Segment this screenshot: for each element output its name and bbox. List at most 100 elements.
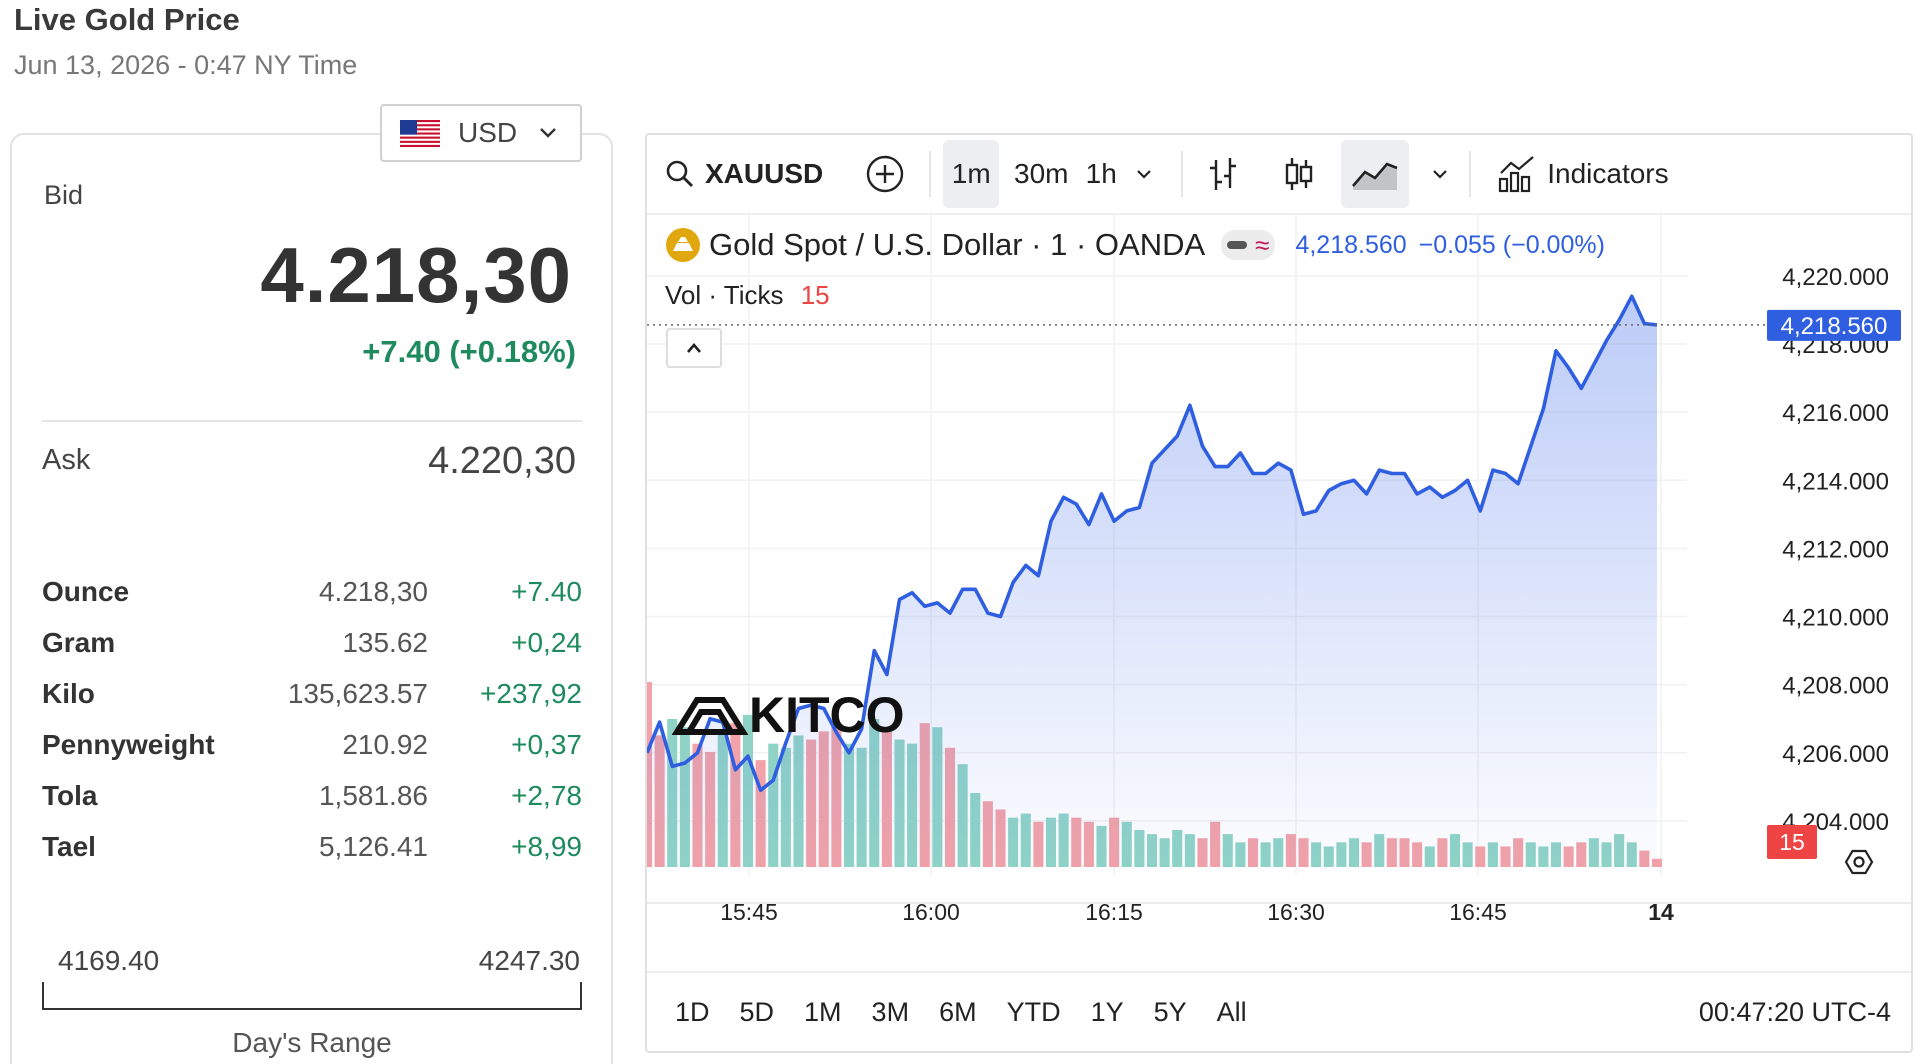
unit-name: Kilo: [42, 677, 95, 709]
unit-price: 5,126.41: [318, 830, 428, 862]
volume-tag: [1767, 825, 1817, 859]
unit-change: +237,92: [479, 677, 582, 709]
unit-name: Ounce: [42, 575, 130, 607]
settings-icon: [1844, 849, 1874, 875]
unit-change: +7.40: [511, 575, 582, 607]
price-chart[interactable]: KITCO4,204.0004,206.0004,208.0004,210.00…: [647, 215, 1913, 975]
range-1y-button[interactable]: 1Y: [1090, 996, 1124, 1027]
unit-price-table: Ounce 4.218,30 +7.40 Gram 135.62 +0,24 K…: [42, 566, 582, 872]
kitco-logo: KITCO: [671, 687, 905, 743]
divider: [42, 420, 582, 422]
y-tick-label: 4,208.000: [1782, 673, 1889, 700]
candles-icon: [1286, 158, 1313, 190]
page-title: Live Gold Price: [14, 2, 240, 37]
chart-legend: Gold Spot / U.S. Dollar · 1 · OANDA ≈ 4,…: [665, 227, 1605, 263]
x-tick-label: 16:00: [902, 899, 960, 925]
price-line: [647, 294, 1658, 793]
unit-change: +8,99: [511, 830, 582, 862]
x-tick-label: 14: [1648, 899, 1674, 925]
unit-price: 4.218,30: [318, 575, 428, 607]
unit-name: Tael: [42, 830, 96, 862]
volume-value: 15: [800, 280, 830, 310]
unit-price: 1,581.86: [318, 779, 428, 811]
range-ytd-button[interactable]: YTD: [1006, 996, 1061, 1027]
bid-price: 4.218,30: [260, 231, 572, 319]
interval-dropdown[interactable]: [1129, 140, 1159, 208]
bid-label: Bid: [44, 180, 84, 210]
search-icon: [666, 160, 693, 187]
day-range-high: 4247.30: [478, 945, 580, 976]
plus-circle-icon: [867, 155, 904, 193]
bid-change: +7.40 (+0.18%): [362, 334, 576, 369]
x-tick-label: 16:15: [1085, 899, 1143, 925]
currency-dropdown[interactable]: USD: [380, 104, 582, 162]
y-tick-label: 4,212.000: [1782, 536, 1889, 563]
unit-price: 210.92: [342, 728, 428, 760]
ask-price: 4.220,30: [428, 440, 576, 482]
range-1d-button[interactable]: 1D: [675, 996, 710, 1027]
range-bar: 1D 5D 1M 3M 6M YTD 1Y 5Y All 00:47:20 UT…: [647, 971, 1911, 1051]
range-6m-button[interactable]: 6M: [939, 996, 977, 1027]
table-row: Gram 135.62 +0,24: [42, 617, 582, 668]
chart-toolbar: XAUUSD 1m 30m 1h Indicators: [647, 135, 1911, 215]
compare-add-button[interactable]: [863, 140, 907, 208]
volume-tag-label: 15: [1779, 829, 1805, 855]
volume-legend: Vol · Ticks 15: [665, 280, 830, 311]
chevron-down-icon: [1433, 170, 1448, 179]
y-tick-label: 4,220.000: [1782, 264, 1889, 291]
chevron-down-icon: [540, 128, 556, 138]
x-tick-label: 16:45: [1449, 899, 1507, 925]
gold-coin-icon: [666, 228, 700, 262]
interval-30m-button[interactable]: 30m: [1014, 158, 1069, 189]
currency-code: USD: [458, 117, 518, 148]
range-3m-button[interactable]: 3M: [871, 996, 910, 1027]
ask-label: Ask: [42, 444, 91, 476]
toolbar-separator: [1181, 151, 1184, 197]
unit-change: +0,24: [511, 626, 582, 658]
area-chart-icon: [1352, 162, 1398, 190]
candle-chart-style-button[interactable]: [1271, 140, 1327, 208]
chart-type-badge: ≈: [1221, 230, 1276, 260]
interval-1m-button[interactable]: 1m: [943, 140, 1000, 208]
y-tick-label: 4,216.000: [1782, 400, 1889, 427]
collapse-legend-button[interactable]: [666, 328, 722, 368]
instrument-label: Gold Spot / U.S. Dollar · 1 · OANDA: [709, 227, 1206, 262]
bars-icon: [1210, 158, 1237, 190]
bar-chart-style-button[interactable]: [1195, 140, 1251, 208]
chart-clock: 00:47:20 UTC-4: [1698, 997, 1891, 1027]
x-tick-label: 16:30: [1267, 899, 1325, 925]
unit-name: Tola: [42, 779, 98, 811]
x-tick-label: 15:45: [720, 899, 778, 925]
last-price-tag-label: 4,218.560: [1781, 313, 1888, 340]
y-tick-label: 4,206.000: [1782, 741, 1889, 768]
table-row: Kilo 135,623.57 +237,92: [42, 668, 582, 719]
range-all-button[interactable]: All: [1216, 996, 1247, 1027]
toolbar-separator: [1469, 151, 1472, 197]
price-area: [647, 296, 1657, 867]
table-row: Tola 1,581.86 +2,78: [42, 770, 582, 821]
day-range-low: 4169.40: [58, 945, 160, 976]
area-chart-style-button[interactable]: [1341, 140, 1410, 208]
table-row: Ounce 4.218,30 +7.40: [42, 566, 582, 617]
symbol-search[interactable]: XAUUSD: [665, 158, 823, 190]
chevron-up-icon: [687, 343, 701, 353]
unit-price: 135.62: [342, 626, 428, 658]
unit-name: Gram: [42, 626, 116, 658]
chart-widget: XAUUSD 1m 30m 1h Indicators KITCO 4,20: [645, 133, 1913, 1053]
indicators-label: Indicators: [1547, 158, 1669, 189]
range-1m-button[interactable]: 1M: [804, 996, 842, 1027]
symbol-label: XAUUSD: [705, 158, 824, 189]
y-tick-label: 4,214.000: [1782, 468, 1889, 495]
range-5d-button[interactable]: 5D: [739, 996, 775, 1027]
interval-1h-button[interactable]: 1h: [1085, 158, 1117, 189]
table-row: Tael 5,126.41 +8,99: [42, 821, 582, 872]
day-range-bar: [42, 982, 582, 1010]
last-price-tag: [1767, 309, 1901, 341]
table-row: Pennyweight 210.92 +0,37: [42, 719, 582, 770]
chart-style-dropdown[interactable]: [1425, 140, 1455, 208]
range-5y-button[interactable]: 5Y: [1153, 996, 1187, 1027]
indicators-button[interactable]: Indicators: [1485, 140, 1680, 208]
page-datetime: Jun 13, 2026 - 0:47 NY Time: [14, 50, 358, 80]
price-card: [10, 133, 613, 1064]
y-tick-label: 4,210.000: [1782, 605, 1889, 632]
